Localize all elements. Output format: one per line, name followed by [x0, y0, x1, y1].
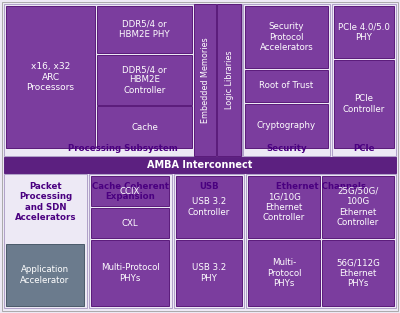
Text: USB: USB	[199, 182, 219, 191]
Bar	[176, 176, 242, 238]
Bar	[6, 244, 84, 306]
Text: CXL: CXL	[122, 218, 138, 228]
Text: PCIe: PCIe	[353, 144, 375, 153]
Text: Cache Coherent
Expansion: Cache Coherent Expansion	[92, 182, 169, 201]
Bar	[217, 4, 241, 156]
Bar	[322, 176, 394, 238]
Bar	[248, 240, 320, 306]
Bar	[4, 157, 396, 173]
Text: Multi-
Protocol
PHYs: Multi- Protocol PHYs	[267, 258, 301, 288]
Text: PCIe 4.0/5.0
PHY: PCIe 4.0/5.0 PHY	[338, 22, 390, 42]
Text: DDR5/4 or
HBM2E PHY: DDR5/4 or HBM2E PHY	[119, 20, 170, 39]
Bar	[97, 6, 192, 53]
Text: Logic Libraries: Logic Libraries	[224, 51, 234, 109]
Bar	[91, 240, 169, 306]
Text: 25G/50G/
100G
Ethernet
Controller: 25G/50G/ 100G Ethernet Controller	[337, 187, 379, 227]
Text: USB 3.2
Controller: USB 3.2 Controller	[188, 197, 230, 217]
Text: Root of Trust: Root of Trust	[259, 81, 314, 90]
Text: Cache: Cache	[131, 122, 158, 131]
Text: Security
Protocol
Accelerators: Security Protocol Accelerators	[260, 22, 313, 52]
Bar	[245, 6, 328, 68]
Text: Multi-Protocol
PHYs: Multi-Protocol PHYs	[101, 263, 159, 283]
Bar	[245, 70, 328, 102]
Bar	[174, 174, 244, 308]
Bar	[246, 174, 396, 308]
Bar	[332, 4, 396, 156]
Bar	[176, 240, 242, 306]
Text: AMBA Interconnect: AMBA Interconnect	[147, 160, 253, 170]
Text: x16, x32
ARC
Processors: x16, x32 ARC Processors	[26, 62, 74, 92]
Text: 56G/112G
Ethernet
PHYs: 56G/112G Ethernet PHYs	[336, 258, 380, 288]
Bar	[89, 174, 172, 308]
Bar	[248, 176, 320, 238]
Text: Processing Subsystem: Processing Subsystem	[68, 144, 178, 153]
Bar	[91, 208, 169, 238]
Text: 1G/10G
Ethernet
Controller: 1G/10G Ethernet Controller	[263, 192, 305, 222]
Bar	[6, 6, 95, 148]
Bar	[243, 4, 330, 156]
Text: DDR5/4 or
HBM2E
Controller: DDR5/4 or HBM2E Controller	[122, 65, 167, 95]
Text: Application
Accelerator: Application Accelerator	[20, 265, 70, 285]
Bar	[245, 104, 328, 148]
Text: Security: Security	[266, 144, 307, 153]
Bar	[97, 55, 192, 105]
Text: USB 3.2
PHY: USB 3.2 PHY	[192, 263, 226, 283]
Bar	[91, 176, 169, 206]
Bar	[334, 60, 394, 148]
Bar	[4, 174, 87, 308]
Bar	[334, 6, 394, 58]
Text: PCIe
Controller: PCIe Controller	[343, 94, 385, 114]
Bar	[97, 106, 192, 148]
Text: Embedded Memories: Embedded Memories	[200, 37, 210, 123]
Text: Ethernet Channels: Ethernet Channels	[276, 182, 366, 191]
Bar	[322, 240, 394, 306]
Text: Cryptography: Cryptography	[257, 121, 316, 131]
Bar	[194, 4, 216, 156]
Text: Packet
Processing
and SDN
Accelerators: Packet Processing and SDN Accelerators	[15, 182, 76, 222]
Bar	[4, 4, 242, 156]
Text: CCIX: CCIX	[120, 187, 140, 196]
